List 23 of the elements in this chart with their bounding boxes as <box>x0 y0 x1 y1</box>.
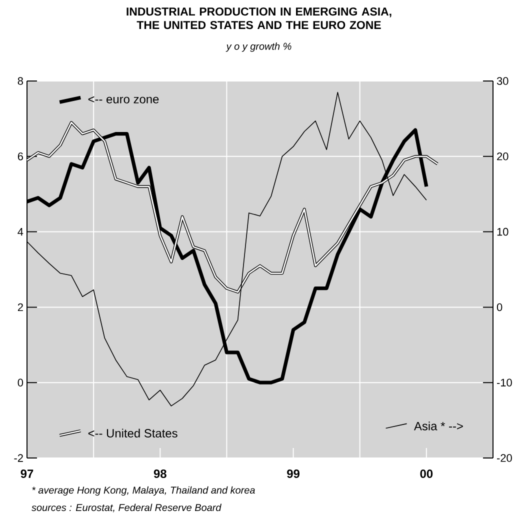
y2-tick-label: 10 <box>497 228 508 236</box>
y2-tick-label: 30 <box>496 77 508 85</box>
legend-label: <-- euro zone <box>88 96 159 104</box>
x-tick-label: 98 <box>154 470 166 478</box>
y-tick-label: 4 <box>18 228 24 236</box>
legend-label: <-- United States <box>88 428 178 438</box>
y2-tick-label: 20 <box>497 152 508 160</box>
text: * average Hong Kong, Malaya, Thailand and korea <box>32 486 255 496</box>
y2-tick-label: -20 <box>497 454 512 462</box>
legend-label: Asia * --> <box>414 422 463 430</box>
x-tick-label: 97 <box>20 470 34 478</box>
y-tick-label: -2 <box>14 454 23 462</box>
x-tick-label: 99 <box>287 470 300 478</box>
chart-subtitle: y o y growth % <box>226 42 292 52</box>
x-tick-label: 00 <box>420 470 433 478</box>
y-tick-label: 2 <box>18 303 23 312</box>
y2-tick-label: -10 <box>497 378 512 386</box>
y-tick-label: 8 <box>18 77 23 85</box>
y2-tick-label: 0 <box>496 303 502 312</box>
source-note: sources : Eurostat, Federal Reserve Board <box>32 504 222 512</box>
chart-title: INDUSTRIAL PRODUCTION IN EMERGING ASIA, THE UNITED STATES AND THE EURO ZONE <box>126 8 392 30</box>
y-tick-label: 0 <box>18 378 24 386</box>
y-tick-label: 6 <box>18 152 23 160</box>
